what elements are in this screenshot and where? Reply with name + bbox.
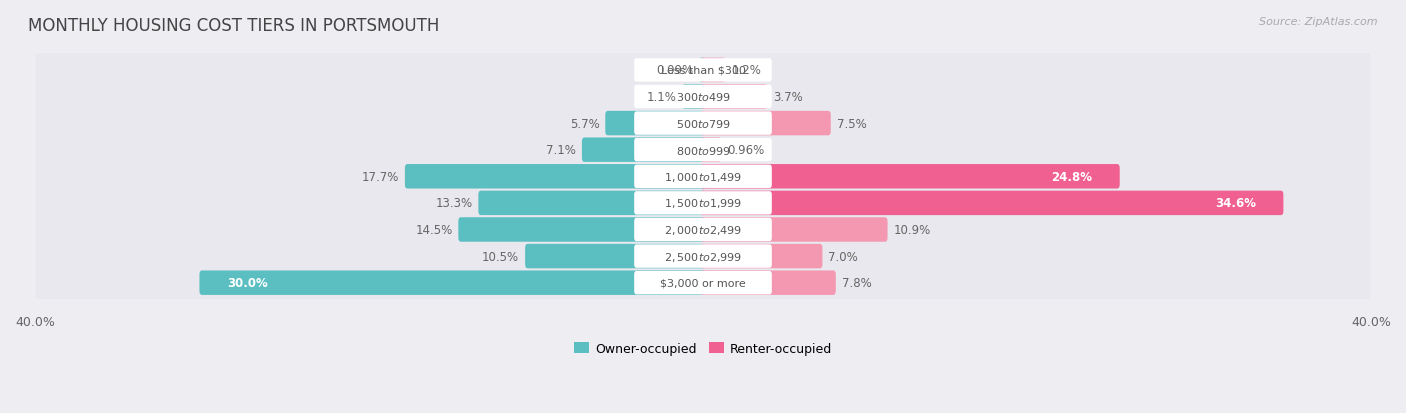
FancyBboxPatch shape xyxy=(682,85,706,109)
FancyBboxPatch shape xyxy=(634,139,772,162)
Text: MONTHLY HOUSING COST TIERS IN PORTSMOUTH: MONTHLY HOUSING COST TIERS IN PORTSMOUTH xyxy=(28,17,440,34)
Text: $2,500 to $2,999: $2,500 to $2,999 xyxy=(664,250,742,263)
Text: 7.8%: 7.8% xyxy=(842,277,872,290)
Text: 10.9%: 10.9% xyxy=(893,223,931,236)
Text: $3,000 or more: $3,000 or more xyxy=(661,278,745,288)
FancyBboxPatch shape xyxy=(405,165,706,189)
Text: 7.5%: 7.5% xyxy=(837,117,866,130)
Text: 34.6%: 34.6% xyxy=(1215,197,1256,210)
FancyBboxPatch shape xyxy=(634,59,772,82)
FancyBboxPatch shape xyxy=(35,160,1371,193)
FancyBboxPatch shape xyxy=(700,165,1119,189)
FancyBboxPatch shape xyxy=(634,271,772,294)
FancyBboxPatch shape xyxy=(700,59,725,83)
FancyBboxPatch shape xyxy=(35,81,1371,114)
FancyBboxPatch shape xyxy=(35,240,1371,273)
FancyBboxPatch shape xyxy=(35,187,1371,220)
Text: 10.5%: 10.5% xyxy=(482,250,519,263)
Text: $300 to $499: $300 to $499 xyxy=(675,91,731,103)
Text: 13.3%: 13.3% xyxy=(436,197,472,210)
Text: $500 to $799: $500 to $799 xyxy=(675,118,731,130)
Text: Less than $300: Less than $300 xyxy=(661,66,745,76)
Text: 5.7%: 5.7% xyxy=(569,117,599,130)
FancyBboxPatch shape xyxy=(524,244,706,269)
FancyBboxPatch shape xyxy=(458,218,706,242)
FancyBboxPatch shape xyxy=(606,112,706,136)
FancyBboxPatch shape xyxy=(700,112,831,136)
Text: 14.5%: 14.5% xyxy=(415,223,453,236)
Text: 0.09%: 0.09% xyxy=(657,64,693,77)
Text: $800 to $999: $800 to $999 xyxy=(675,144,731,156)
FancyBboxPatch shape xyxy=(700,191,1284,216)
FancyBboxPatch shape xyxy=(700,138,721,163)
Text: $2,000 to $2,499: $2,000 to $2,499 xyxy=(664,223,742,236)
FancyBboxPatch shape xyxy=(700,244,823,269)
Text: 7.0%: 7.0% xyxy=(828,250,858,263)
Text: 1.2%: 1.2% xyxy=(731,64,761,77)
Text: $1,000 to $1,499: $1,000 to $1,499 xyxy=(664,171,742,183)
FancyBboxPatch shape xyxy=(700,271,835,295)
FancyBboxPatch shape xyxy=(35,134,1371,167)
FancyBboxPatch shape xyxy=(35,54,1371,87)
FancyBboxPatch shape xyxy=(634,112,772,135)
Text: 7.1%: 7.1% xyxy=(546,144,576,157)
Text: 3.7%: 3.7% xyxy=(773,91,803,104)
Text: 0.96%: 0.96% xyxy=(727,144,765,157)
FancyBboxPatch shape xyxy=(634,85,772,109)
FancyBboxPatch shape xyxy=(700,85,768,109)
FancyBboxPatch shape xyxy=(634,192,772,215)
Text: 17.7%: 17.7% xyxy=(361,171,399,183)
Text: 24.8%: 24.8% xyxy=(1052,171,1092,183)
Text: Source: ZipAtlas.com: Source: ZipAtlas.com xyxy=(1260,17,1378,26)
Legend: Owner-occupied, Renter-occupied: Owner-occupied, Renter-occupied xyxy=(568,337,838,360)
Text: 30.0%: 30.0% xyxy=(226,277,267,290)
FancyBboxPatch shape xyxy=(700,218,887,242)
FancyBboxPatch shape xyxy=(634,218,772,242)
FancyBboxPatch shape xyxy=(699,59,706,83)
Text: 1.1%: 1.1% xyxy=(647,91,676,104)
Text: $1,500 to $1,999: $1,500 to $1,999 xyxy=(664,197,742,210)
FancyBboxPatch shape xyxy=(35,214,1371,247)
FancyBboxPatch shape xyxy=(582,138,706,163)
FancyBboxPatch shape xyxy=(634,165,772,188)
FancyBboxPatch shape xyxy=(478,191,706,216)
FancyBboxPatch shape xyxy=(35,266,1371,299)
FancyBboxPatch shape xyxy=(634,245,772,268)
FancyBboxPatch shape xyxy=(35,107,1371,140)
FancyBboxPatch shape xyxy=(200,271,706,295)
